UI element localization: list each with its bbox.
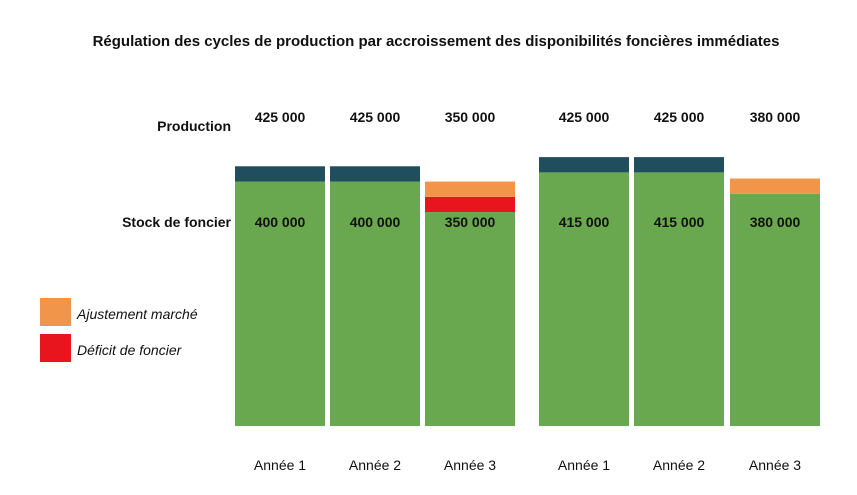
stock-value-2: 400 000: [350, 214, 401, 230]
legend-label-2: Déficit de foncier: [77, 342, 183, 358]
bar-ajustement-3: [425, 181, 515, 197]
production-value-4: 425 000: [559, 109, 610, 125]
production-value-5: 425 000: [654, 109, 705, 125]
bar-deficit-3: [425, 196, 515, 213]
production-value-6: 380 000: [750, 109, 801, 125]
stock-value-5: 415 000: [654, 214, 705, 230]
legend: Ajustement marché Déficit de foncier: [40, 298, 198, 362]
row-label-stock: Stock de foncier: [122, 214, 231, 230]
bar-stock-3: [425, 212, 515, 426]
chart-title: Régulation des cycles de production par …: [93, 33, 780, 50]
stock-value-6: 380 000: [750, 214, 801, 230]
legend-swatch-2: [40, 334, 71, 362]
x-tick-label-3: Année 3: [444, 457, 496, 473]
x-tick-label-4: Année 1: [558, 457, 610, 473]
x-tick-label-5: Année 2: [653, 457, 705, 473]
labels-layer: 425 000 400 000 Année 1 425 000 400 000 Année…: [254, 109, 801, 473]
stock-value-1: 400 000: [255, 214, 306, 230]
production-value-2: 425 000: [350, 109, 401, 125]
production-value-3: 350 000: [445, 109, 496, 125]
bar-stock-6: [730, 193, 820, 426]
bar-ajustement-6: [730, 178, 820, 194]
legend-label-1: Ajustement marché: [76, 306, 198, 322]
stock-value-4: 415 000: [559, 214, 610, 230]
row-label-production: Production: [157, 118, 231, 134]
bar-stock-4: [539, 172, 629, 426]
x-tick-label-2: Année 2: [349, 457, 401, 473]
production-value-1: 425 000: [255, 109, 306, 125]
bar-supplement-4: [539, 157, 629, 173]
bar-stock-1: [235, 181, 325, 426]
bars-layer: [235, 157, 820, 426]
x-tick-label-6: Année 3: [749, 457, 801, 473]
bar-supplement-2: [330, 166, 420, 182]
bar-stock-5: [634, 172, 724, 426]
bar-supplement-1: [235, 166, 325, 182]
legend-swatch-1: [40, 298, 71, 326]
stock-value-3: 350 000: [445, 214, 496, 230]
bar-stock-2: [330, 181, 420, 426]
bar-supplement-5: [634, 157, 724, 173]
x-tick-label-1: Année 1: [254, 457, 306, 473]
